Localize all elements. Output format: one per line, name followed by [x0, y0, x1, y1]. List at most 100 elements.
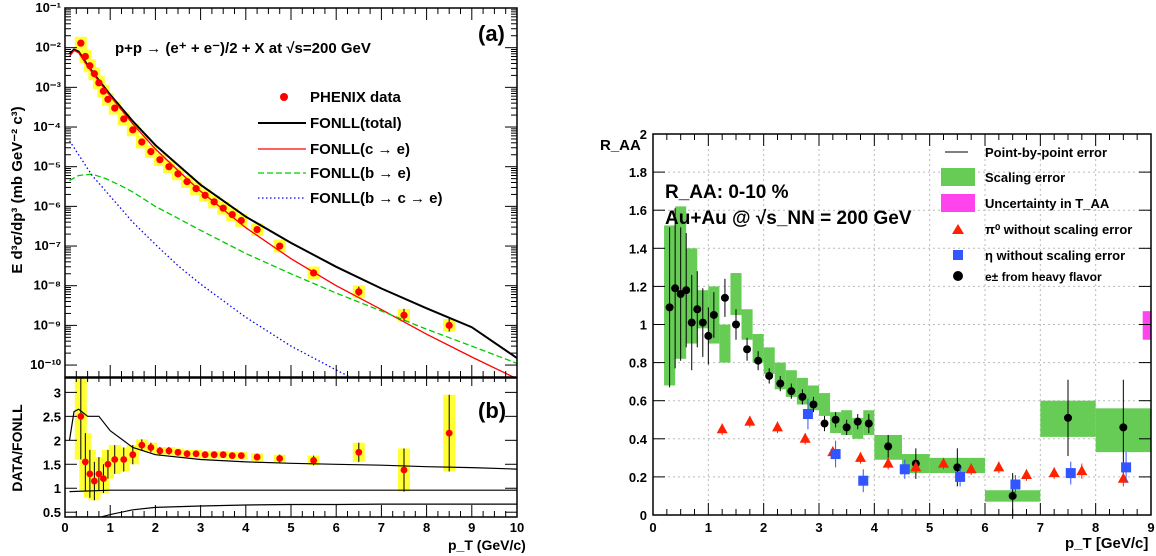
- panel-a-ytick-label: 10⁻²: [35, 40, 61, 55]
- right-ytick-label: 1.4: [629, 241, 648, 256]
- right-ytick-label: 1.6: [629, 203, 647, 218]
- right-xtick-label: 5: [926, 520, 933, 535]
- panel-b-data-point: [147, 444, 155, 451]
- right-xtick-label: 3: [815, 520, 822, 535]
- heavy-flavor-point: [765, 371, 774, 380]
- panel-a-data-point: [165, 163, 173, 171]
- heavy-flavor-point: [671, 284, 680, 293]
- panel-a-ytick-label: 10⁻⁵: [34, 159, 61, 174]
- heavy-flavor-point: [704, 331, 713, 340]
- panel-a-data-point: [120, 115, 128, 123]
- panel-a-ytick-label: 10⁻¹⁰: [30, 357, 62, 372]
- right-xtick-label: 0: [649, 520, 656, 535]
- heavy-flavor-point: [1008, 491, 1017, 500]
- legend-scaling-swatch: [941, 168, 975, 186]
- panel-b-ytick-label: 0.5: [43, 505, 61, 520]
- legend-marker-phenix: [280, 93, 288, 101]
- heavy-flavor-point: [732, 320, 740, 329]
- panel-a-data-point: [77, 39, 85, 47]
- panel-b-xtick-label: 1: [107, 520, 114, 535]
- heavy-flavor-point: [687, 318, 696, 327]
- panel-a-data-point: [90, 70, 98, 78]
- right-xtick-label: 2: [760, 520, 767, 535]
- panel-b-data-point: [237, 452, 245, 460]
- heavy-flavor-point: [853, 417, 862, 426]
- panel-b-xtick-label: 5: [287, 520, 294, 535]
- panel-a-data-point: [400, 311, 408, 319]
- right-title: R_AA: 0-10 %: [665, 182, 789, 203]
- panel-b-xtick-label: 3: [197, 520, 204, 535]
- heavy-flavor-point: [720, 293, 729, 302]
- heavy-flavor-point: [787, 387, 796, 396]
- panel-a-data-point: [156, 156, 164, 164]
- right-xtick-label: 4: [871, 520, 879, 535]
- panel-b-xtick-label: 2: [152, 520, 159, 535]
- panel-b-data-point: [120, 456, 128, 463]
- legend-entry: FONLL(c → e): [310, 141, 410, 158]
- panel-b-data-point: [165, 447, 173, 455]
- panel-b-xtick-label: 0: [61, 520, 68, 535]
- panel-a-data-point: [99, 87, 108, 95]
- scaling-error-box: [741, 309, 753, 340]
- pi0-point: [1076, 465, 1088, 476]
- panel-a-data-point: [310, 269, 318, 277]
- panel-b-data-point: [156, 447, 164, 455]
- panel-b-ytick-label: 1: [54, 481, 61, 496]
- panel-a-data-point: [129, 126, 137, 134]
- pi0-point: [855, 451, 866, 462]
- heavy-flavor-point: [665, 303, 674, 312]
- heavy-flavor-point: [682, 286, 691, 295]
- pi0-point: [993, 461, 1005, 472]
- panel-b-data-point: [310, 457, 317, 464]
- eta-point: [1065, 468, 1076, 479]
- legend-pi0: π⁰ without scaling error: [985, 222, 1132, 237]
- panel-b-data-point: [138, 441, 146, 449]
- panel-b-data-point: [100, 475, 107, 483]
- pi0-point: [744, 415, 756, 426]
- panel-b-ylabel: DATA/FONLL: [9, 404, 25, 492]
- eta-point: [899, 464, 910, 475]
- right-xtick-label: 7: [1037, 520, 1044, 535]
- panel-b-fonll-band: [69, 503, 517, 517]
- heavy-flavor-point: [864, 419, 873, 428]
- panel-a-ytick-label: 10⁻⁹: [34, 317, 62, 332]
- panel-a-data-point: [95, 79, 103, 87]
- panel-a-ylabel: E d³σ/dp³ (mb GeV⁻² c³): [9, 106, 26, 273]
- right-xtick-label: 8: [1092, 520, 1099, 535]
- eta-point: [1121, 462, 1132, 473]
- panel-b-data-point: [81, 458, 89, 466]
- panel-a-title: p+p → (e⁺ + e⁻)/2 + X at √s=200 GeV: [115, 40, 371, 57]
- right-ytick-label: 2: [640, 127, 647, 142]
- panel-b-data-point: [90, 477, 98, 485]
- heavy-flavor-point: [1064, 413, 1072, 422]
- scaling-error-box: [763, 347, 775, 375]
- legend-entry: FONLL(b → c → e): [310, 190, 443, 207]
- right-ytick-label: 0: [640, 508, 647, 523]
- legend-scaling-error: Scaling error: [985, 170, 1065, 185]
- eta-point: [1010, 479, 1021, 490]
- panel-b-data-point: [77, 412, 85, 420]
- heavy-flavor-point: [754, 356, 763, 365]
- heavy-flavor-point: [798, 392, 807, 401]
- panel-a-data-point: [81, 52, 89, 61]
- eta-point: [955, 471, 966, 482]
- panel-b-xlabel: p_T (GeV/c): [448, 537, 526, 553]
- eta-point: [858, 475, 869, 486]
- pi0-point: [938, 457, 949, 468]
- panel-b-data-point: [210, 451, 218, 459]
- heavy-flavor-point: [820, 419, 829, 428]
- panel-a-data-point: [86, 62, 94, 70]
- panel-a-ytick-label: 10⁻¹: [35, 0, 61, 15]
- panel-b-ytick-label: 1.5: [43, 457, 61, 472]
- right-ytick-label: 1.2: [629, 279, 647, 294]
- panel-b-xtick-label: 6: [333, 520, 340, 535]
- pi0-point: [965, 463, 977, 474]
- right-ytick-label: 0.6: [629, 394, 647, 409]
- heavy-flavor-point: [831, 415, 840, 424]
- legend-entry: FONLL(b → e): [310, 165, 411, 182]
- panel-a-data-point: [147, 148, 155, 156]
- panel-b-ytick-label: 2: [54, 433, 61, 448]
- panel-b-xtick-label: 8: [423, 520, 430, 535]
- eta-point: [830, 449, 841, 460]
- scaling-error-box: [730, 273, 742, 315]
